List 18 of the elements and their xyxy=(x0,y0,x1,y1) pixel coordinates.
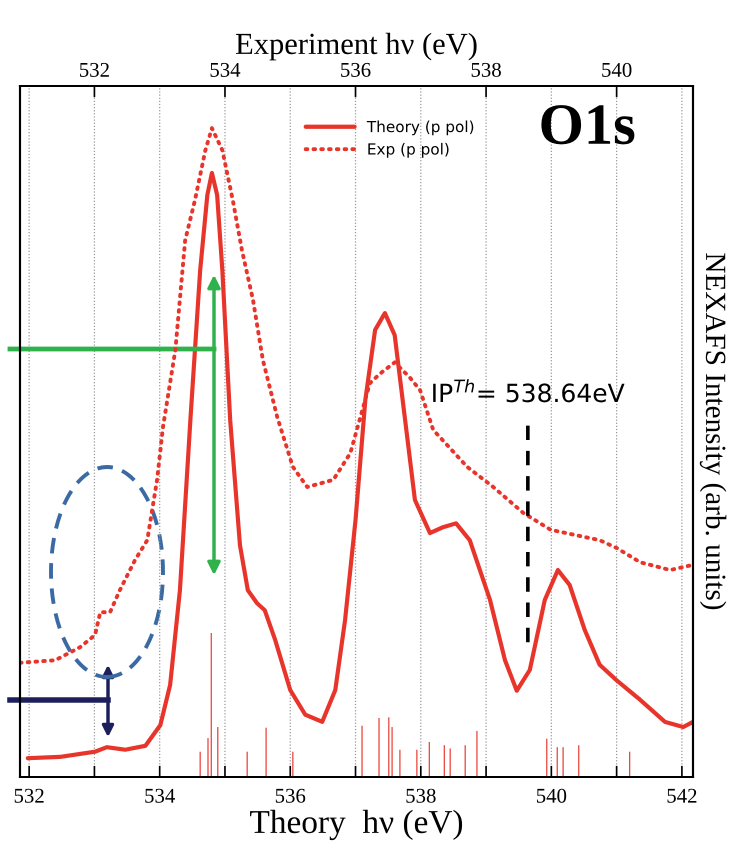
x2-tick-label: 538 xyxy=(472,62,501,77)
x-axis-title: Theory hν (eV) xyxy=(250,810,462,840)
x-tick-label: 538 xyxy=(406,788,436,803)
x-tick-label: 536 xyxy=(276,788,306,803)
annotation: O1s xyxy=(541,105,634,144)
x-tick-label: 542 xyxy=(667,788,696,803)
ref-line-label: IP$^{Th}$= 538.64eV xyxy=(433,379,625,402)
y-axis-title: NEXAFS Intensity (arb. units) xyxy=(700,253,726,610)
x2-axis-title: Experiment hν (eV) xyxy=(236,32,477,60)
x-tick-label: 540 xyxy=(536,788,566,803)
legend-label: Exp (p pol) xyxy=(368,142,449,158)
x-tick-label: 534 xyxy=(145,788,175,803)
legend-label: Theory (p pol) xyxy=(366,120,474,136)
x2-tick-label: 540 xyxy=(602,62,632,77)
x2-tick-label: 536 xyxy=(341,62,371,77)
x2-tick-label: 532 xyxy=(80,62,109,77)
x-tick-label: 532 xyxy=(14,788,44,803)
x2-tick-label: 534 xyxy=(210,62,240,77)
